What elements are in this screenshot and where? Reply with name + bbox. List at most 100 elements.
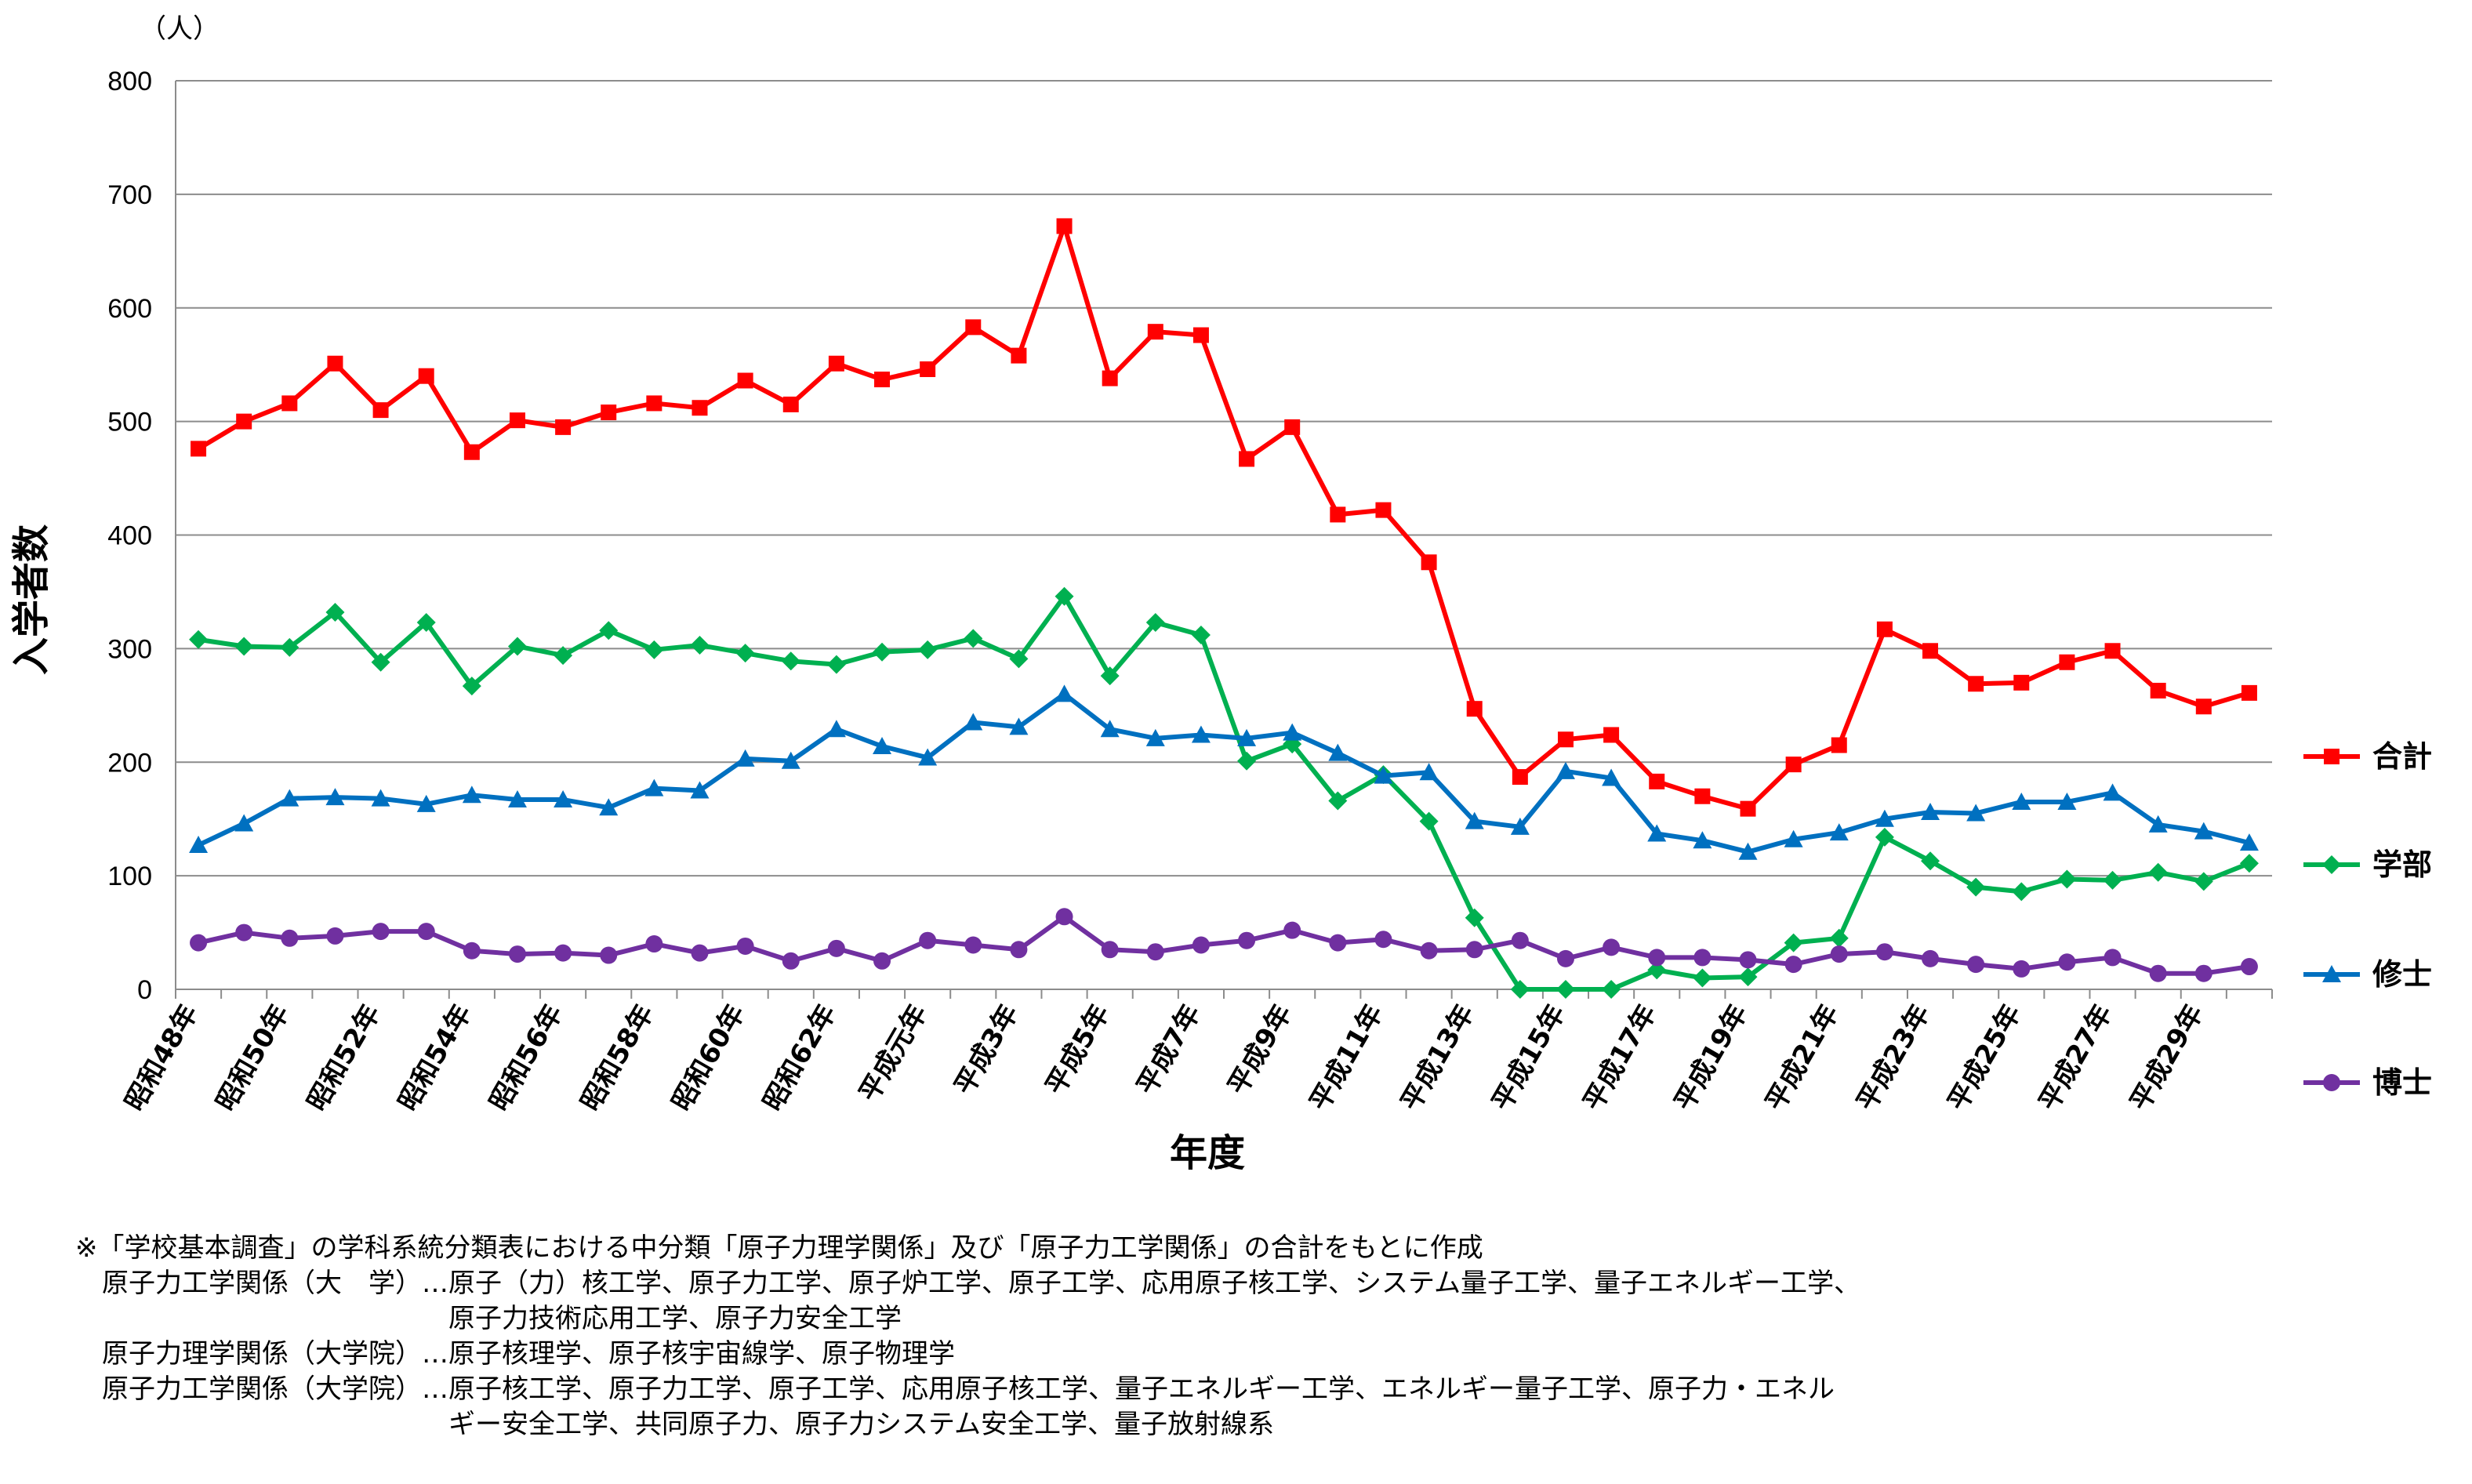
x-tick-label: 平成11年 [1304, 1000, 1389, 1116]
x-tick-label: 平成21年 [1759, 1000, 1845, 1116]
data-point [964, 629, 983, 648]
legend-item: 学部 [2303, 847, 2432, 882]
data-point [1192, 327, 1209, 343]
data-point [874, 372, 891, 388]
data-point [1829, 928, 1849, 948]
legend-item: 合計 [2303, 739, 2432, 774]
x-tick-label: 平成13年 [1395, 1000, 1480, 1116]
y-tick-labels: 0 100 200 300 400 500 600 700 800 [107, 67, 152, 1005]
data-point [2239, 833, 2259, 851]
data-point [2104, 949, 2122, 967]
x-tick-label: 昭和56年 [484, 1000, 569, 1116]
data-point [964, 713, 983, 731]
data-point [281, 395, 298, 412]
data-point [1374, 931, 1392, 949]
data-point [189, 836, 209, 854]
data-point [1784, 933, 1803, 952]
data-point [2012, 792, 2031, 810]
data-point [1010, 941, 1028, 959]
legend-label: 合計 [2372, 739, 2432, 774]
series-line [197, 223, 2250, 811]
data-point [554, 646, 573, 666]
x-tick-label: 平成9年 [1222, 1000, 1298, 1101]
data-point [1420, 942, 1438, 960]
x-axis-title: 年度 [1170, 1131, 1245, 1175]
data-point [2103, 783, 2122, 801]
axes [175, 81, 2273, 999]
data-point [508, 945, 526, 963]
data-point [325, 603, 345, 622]
data-point [1921, 802, 1940, 820]
data-point [1693, 968, 1712, 988]
footnote-line: 原子力工学関係（大 学）…原子（力）核工学、原子力工学、原子炉工学、原子工学、応… [75, 1268, 1860, 1299]
data-point [1146, 943, 1164, 961]
data-point [507, 637, 527, 656]
data-point [1738, 842, 1758, 860]
x-tick-labels: 昭和48年 昭和50年 昭和52年 昭和54年 昭和56年 昭和58年 昭和60年 昭和62年… [119, 1000, 2210, 1116]
data-point [1375, 502, 1392, 518]
data-point [1191, 625, 1211, 644]
data-point [2059, 654, 2075, 670]
series-修士 [189, 684, 2259, 860]
data-point [416, 613, 436, 633]
data-point [326, 927, 344, 945]
data-point [737, 372, 753, 389]
data-point [1784, 956, 1802, 974]
data-point [826, 720, 846, 738]
x-tick-label: 平成19年 [1668, 1000, 1754, 1116]
data-point [2322, 855, 2341, 874]
data-point [1739, 951, 1757, 969]
data-point [1466, 701, 1483, 717]
data-point [920, 361, 936, 377]
data-point [1966, 877, 1986, 897]
y-tick-label: 300 [107, 634, 152, 664]
data-point [234, 814, 254, 832]
data-point [1785, 757, 1802, 773]
data-point [1648, 949, 1666, 967]
data-point [1875, 827, 1894, 847]
data-point [1875, 809, 1894, 827]
data-point [1192, 936, 1210, 954]
y-tick-label: 600 [107, 294, 152, 324]
data-point [1555, 980, 1575, 999]
data-point [1830, 945, 1848, 963]
data-point [371, 789, 390, 807]
data-point [2057, 869, 2077, 889]
data-point [1055, 586, 1074, 606]
data-point [372, 923, 390, 941]
data-point [2322, 965, 2341, 982]
data-point [873, 736, 892, 754]
data-point [1283, 921, 1301, 939]
data-point [692, 400, 708, 416]
data-point [1329, 934, 1347, 952]
data-point [1237, 751, 1257, 771]
data-point [2103, 870, 2122, 890]
x-tick-label: 平成5年 [1040, 1000, 1116, 1101]
y-tick-label: 400 [107, 521, 152, 551]
data-point [918, 640, 938, 659]
data-point [1328, 743, 1348, 761]
data-point [691, 944, 709, 962]
data-point [599, 798, 619, 816]
footnote-line: ※「学校基本調査」の学科系統分類表における中分類「原子力理学関係」及び「原子力工… [75, 1232, 1483, 1264]
data-point [1238, 931, 1256, 949]
data-point [2194, 872, 2213, 891]
y-tick-label: 500 [107, 408, 152, 437]
data-point [1875, 943, 1893, 961]
data-point [1145, 728, 1165, 746]
data-point [1102, 370, 1118, 386]
legend-item: 修士 [2303, 957, 2432, 992]
data-point [873, 952, 891, 970]
data-point [462, 786, 481, 804]
data-point [463, 444, 480, 460]
legend-label: 博士 [2372, 1065, 2432, 1100]
x-tick-label: 昭和52年 [301, 1000, 387, 1116]
data-point [1603, 938, 1621, 956]
data-point [599, 621, 619, 640]
gridlines [176, 80, 2272, 877]
data-point [2013, 674, 2030, 691]
data-point [1876, 621, 1893, 637]
x-tick-label: 平成23年 [1851, 1000, 1937, 1116]
y-unit-label: （人） [140, 13, 220, 45]
